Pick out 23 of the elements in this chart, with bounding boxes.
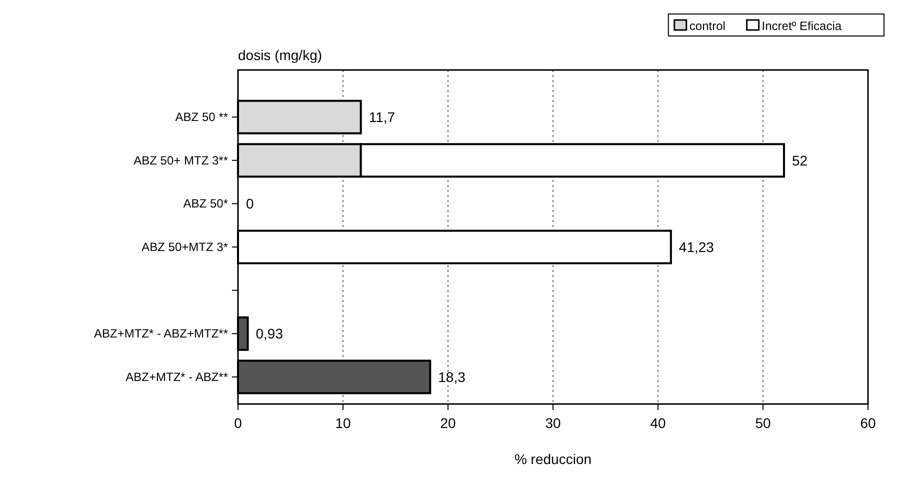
x-tick-label: 20 xyxy=(440,415,456,431)
total-label: 18,3 xyxy=(438,368,466,385)
y-tick-label: ABZ 50+MTZ 3* xyxy=(142,240,228,254)
x-tick-label: 30 xyxy=(545,415,561,431)
x-tick-label: 50 xyxy=(755,415,771,431)
total-label: 11,7 xyxy=(368,109,396,126)
legend-label: control xyxy=(689,19,726,33)
total-label: 0 xyxy=(246,196,254,212)
x-tick-label: 60 xyxy=(860,415,876,431)
legend-label: Incretº Eficacia xyxy=(762,19,842,33)
y-tick-label: ABZ+MTZ* - ABZ+MTZ** xyxy=(94,326,228,341)
y-axis-title: dosis (mg/kg) xyxy=(238,47,322,63)
x-axis-title: % reduccion xyxy=(514,451,592,467)
total-label: 52 xyxy=(792,152,808,168)
x-tick-label: 0 xyxy=(234,415,242,431)
total-label: 41,23 xyxy=(678,239,714,255)
x-tick-label: 40 xyxy=(650,415,666,431)
x-tick-label: 10 xyxy=(335,415,351,431)
y-tick-label: ABZ 50+ MTZ 3** xyxy=(134,153,228,168)
total-label: 0,93 xyxy=(256,326,284,342)
y-tick-label: ABZ+MTZ* - ABZ** xyxy=(126,370,228,384)
y-tick-label: ABZ 50* xyxy=(183,196,228,211)
y-tick-label: ABZ 50 ** xyxy=(175,110,228,124)
